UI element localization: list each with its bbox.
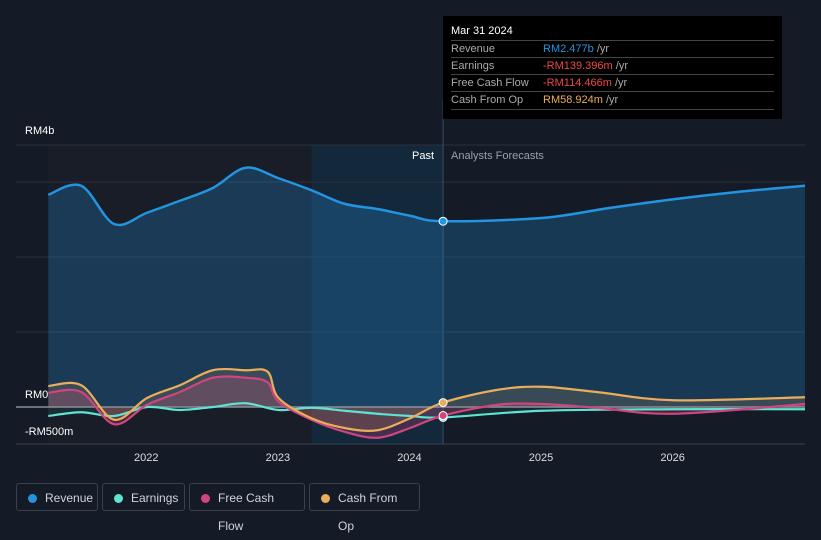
tooltip-date: Mar 31 2024	[451, 25, 513, 37]
row-unit: /yr	[602, 94, 619, 106]
series-line-revenue	[47, 166, 806, 227]
legend-dot-icon	[114, 494, 123, 503]
series-line-earnings	[48, 402, 806, 419]
tooltip-row-revenue: Revenue RM2.477b /yr	[451, 40, 774, 58]
data-point-marker	[438, 216, 448, 226]
tooltip-row-earnings: Earnings -RM139.396m /yr	[451, 57, 774, 75]
row-value: -RM114.466m	[543, 77, 612, 89]
row-label: Cash From Op	[451, 94, 524, 106]
past-label: Past	[412, 150, 435, 162]
tooltip-row-cfo: Cash From Op RM58.924m /yr	[451, 91, 774, 110]
y-tick-label: RM0	[25, 389, 49, 401]
series-line-cash-from-op	[48, 367, 806, 432]
y-tick-label: -RM500m	[25, 426, 74, 438]
x-tick-label: 2023	[265, 452, 291, 464]
series-area-cash-from-op	[48, 369, 806, 431]
tooltip-row-fcf: Free Cash Flow -RM114.466m /yr	[451, 74, 774, 92]
legend-label: Earnings	[131, 491, 179, 505]
row-unit: /yr	[612, 60, 628, 72]
row-value: RM58.924m	[543, 94, 603, 106]
legend-cash-from-op[interactable]: Cash From Op	[309, 483, 420, 533]
row-value: -RM139.396m	[543, 60, 613, 72]
tooltip: Mar 31 2024 Revenue RM2.477b /yr Earnings…	[443, 16, 782, 119]
legend-revenue[interactable]: Revenue	[16, 483, 98, 511]
legend-dot-icon	[201, 494, 210, 503]
highlight-region	[311, 145, 444, 444]
y-tick-label: RM4b	[25, 125, 55, 137]
data-point-marker	[438, 411, 448, 421]
x-tick-label: 2026	[660, 452, 685, 464]
forecast-label: Analysts Forecasts	[451, 150, 544, 162]
legend-earnings[interactable]: Earnings	[102, 483, 185, 511]
legend-dot-icon	[321, 494, 330, 503]
series-area-revenue	[48, 167, 806, 407]
row-label: Free Cash Flow	[451, 77, 529, 89]
chart	[16, 100, 806, 445]
row-unit: /yr	[593, 43, 610, 55]
x-tick-label: 2025	[528, 452, 554, 464]
row-unit: /yr	[611, 77, 628, 89]
row-label: Revenue	[451, 43, 496, 55]
row-label: Earnings	[451, 60, 495, 72]
series-line-free-cash-flow	[48, 375, 806, 439]
x-tick-label: 2024	[397, 452, 422, 464]
legend-label: Revenue	[45, 491, 94, 505]
x-tick-label: 2022	[134, 452, 159, 464]
legend-free-cash-flow[interactable]: Free Cash Flow	[189, 483, 305, 533]
data-point-marker	[438, 398, 448, 408]
legend-dot-icon	[28, 494, 37, 503]
row-value: RM2.477b	[543, 43, 594, 55]
